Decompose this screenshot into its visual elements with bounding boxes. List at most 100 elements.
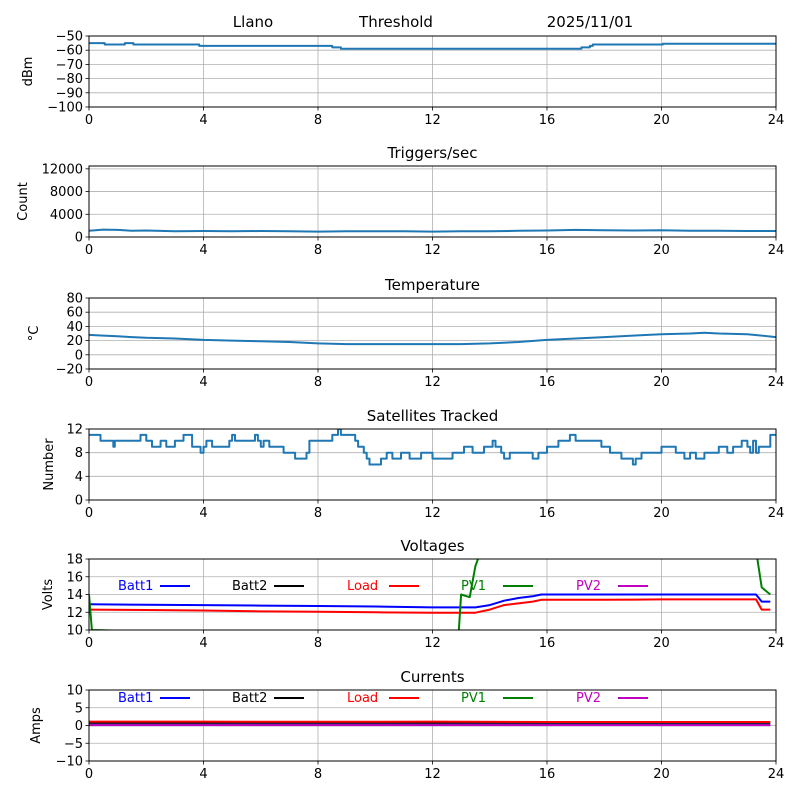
y-tick-label: −20 xyxy=(56,363,83,378)
panel-title: Satellites Tracked xyxy=(367,407,498,425)
x-tick-label: 12 xyxy=(424,767,441,782)
y-axis-label: Count xyxy=(16,182,31,221)
header-label: Threshold xyxy=(358,13,433,31)
x-tick-label: 0 xyxy=(85,375,93,390)
panel-title: Voltages xyxy=(400,537,464,555)
x-tick-label: 20 xyxy=(653,636,670,651)
x-tick-label: 16 xyxy=(539,243,556,258)
panel-title: Triggers/sec xyxy=(387,144,478,162)
x-tick-label: 24 xyxy=(768,636,785,651)
series-line-satellites xyxy=(89,429,776,466)
x-tick-label: 20 xyxy=(653,375,670,390)
x-tick-label: 8 xyxy=(314,243,322,258)
axes-frame xyxy=(88,35,777,108)
y-tick-label: −5 xyxy=(64,737,83,752)
x-tick-label: 24 xyxy=(768,767,785,782)
axes-frame xyxy=(88,428,777,501)
y-tick-label: 8000 xyxy=(50,185,83,200)
x-tick-label: 16 xyxy=(539,113,556,128)
x-tick-label: 0 xyxy=(85,243,93,258)
y-tick-label: 60 xyxy=(66,306,83,321)
x-tick-label: 16 xyxy=(539,506,556,521)
x-tick-label: 16 xyxy=(539,375,556,390)
x-tick-label: 0 xyxy=(85,767,93,782)
y-tick-label: −70 xyxy=(56,58,83,73)
y-tick-label: 0 xyxy=(75,231,83,246)
x-tick-label: 12 xyxy=(424,113,441,128)
y-tick-label: −50 xyxy=(56,30,83,45)
x-tick-label: 4 xyxy=(199,767,207,782)
y-tick-label: −90 xyxy=(56,86,83,101)
y-tick-label: 0 xyxy=(75,348,83,363)
x-tick-label: 20 xyxy=(653,506,670,521)
y-tick-label: −80 xyxy=(56,72,83,87)
series-line-threshold xyxy=(89,42,776,50)
x-tick-label: 0 xyxy=(85,506,93,521)
header-station: Llano xyxy=(233,13,273,31)
series-line-load xyxy=(89,598,771,614)
legend-label-batt1: Batt1 xyxy=(118,691,153,706)
series-line-batt1 xyxy=(89,593,771,609)
series-line-temperature xyxy=(89,331,776,346)
y-tick-label: −60 xyxy=(56,44,83,59)
x-tick-label: 4 xyxy=(199,113,207,128)
y-tick-label: 12 xyxy=(66,423,83,438)
axes-frame xyxy=(88,297,777,370)
y-tick-label: 4 xyxy=(75,470,83,485)
y-tick-label: 8 xyxy=(75,446,83,461)
y-axis-label: dBm xyxy=(21,57,36,87)
y-tick-label: 0 xyxy=(75,494,83,509)
x-tick-label: 8 xyxy=(314,636,322,651)
x-tick-label: 24 xyxy=(768,506,785,521)
x-tick-label: 8 xyxy=(314,113,322,128)
y-tick-label: 4000 xyxy=(50,208,83,223)
legend-label-load: Load xyxy=(347,691,378,706)
series-line-pv1 xyxy=(89,559,771,630)
y-tick-label: 5 xyxy=(75,701,83,716)
y-axis-label: Number xyxy=(42,438,57,491)
x-tick-label: 8 xyxy=(314,506,322,521)
y-tick-label: 12 xyxy=(66,606,83,621)
x-tick-label: 4 xyxy=(199,506,207,521)
y-tick-label: 10 xyxy=(66,624,83,639)
panel-title: Temperature xyxy=(384,276,480,294)
panel-triggers: 0 4 8 12 16 20 24 12000 8000 4000 0 Triggers/sec Cou… xyxy=(16,144,784,258)
axes-frame xyxy=(88,689,777,762)
x-tick-label: 4 xyxy=(199,636,207,651)
legend-label-pv1: PV1 xyxy=(461,579,486,594)
legend-label-pv1: PV1 xyxy=(461,691,486,706)
axes-frame xyxy=(88,558,777,631)
y-tick-label: −10 xyxy=(56,755,83,770)
x-tick-label: 0 xyxy=(85,113,93,128)
y-axis-label: Volts xyxy=(41,579,56,611)
y-tick-label: −100 xyxy=(47,101,83,116)
x-tick-label: 8 xyxy=(314,375,322,390)
y-tick-label: 10 xyxy=(66,684,83,699)
x-tick-label: 0 xyxy=(85,636,93,651)
x-tick-label: 20 xyxy=(653,113,670,128)
y-tick-label: 14 xyxy=(66,588,83,603)
x-tick-label: 4 xyxy=(199,375,207,390)
x-tick-label: 12 xyxy=(424,243,441,258)
x-tick-label: 16 xyxy=(539,767,556,782)
y-tick-label: 80 xyxy=(66,292,83,307)
x-tick-label: 12 xyxy=(424,375,441,390)
y-tick-label: 20 xyxy=(66,334,83,349)
legend-label-batt1: Batt1 xyxy=(118,579,153,594)
y-tick-label: 12000 xyxy=(42,162,83,177)
x-tick-label: 8 xyxy=(314,767,322,782)
panel-voltages: 0 4 8 12 16 20 24 18 16 14 12 10 Batt1 Batt2 Load PV1 PV… xyxy=(41,537,784,651)
axes-frame xyxy=(88,165,777,238)
panel-satellites: 0 4 8 12 16 20 24 12 8 4 0 Satellites Tracked Number xyxy=(42,407,784,521)
x-tick-label: 12 xyxy=(424,506,441,521)
x-tick-label: 20 xyxy=(653,243,670,258)
x-tick-label: 4 xyxy=(199,243,207,258)
y-tick-label: 18 xyxy=(66,553,83,568)
legend-label-load: Load xyxy=(347,579,378,594)
x-tick-label: 20 xyxy=(653,767,670,782)
legend-label-pv2: PV2 xyxy=(576,691,601,706)
header-date: 2025/11/01 xyxy=(547,13,633,31)
y-axis-label: Amps xyxy=(29,707,44,744)
